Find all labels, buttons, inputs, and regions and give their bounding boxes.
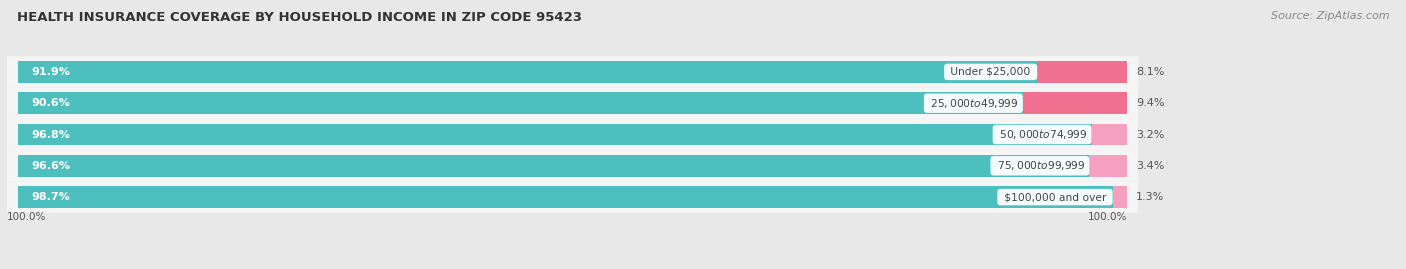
Bar xyxy=(18,155,1090,177)
Bar xyxy=(1112,186,1128,208)
Bar xyxy=(1038,61,1128,83)
Text: 91.9%: 91.9% xyxy=(31,67,70,77)
Bar xyxy=(1091,123,1128,146)
FancyBboxPatch shape xyxy=(7,150,1139,182)
Bar xyxy=(18,61,1038,83)
Text: 8.1%: 8.1% xyxy=(1136,67,1164,77)
Text: 96.6%: 96.6% xyxy=(31,161,70,171)
FancyBboxPatch shape xyxy=(7,87,1139,119)
Text: 98.7%: 98.7% xyxy=(31,192,70,202)
FancyBboxPatch shape xyxy=(7,182,1139,213)
Text: Source: ZipAtlas.com: Source: ZipAtlas.com xyxy=(1271,11,1389,21)
FancyBboxPatch shape xyxy=(7,56,1139,87)
Text: 100.0%: 100.0% xyxy=(7,213,46,222)
Text: HEALTH INSURANCE COVERAGE BY HOUSEHOLD INCOME IN ZIP CODE 95423: HEALTH INSURANCE COVERAGE BY HOUSEHOLD I… xyxy=(17,11,582,24)
Text: $100,000 and over: $100,000 and over xyxy=(1001,192,1109,202)
Text: Under $25,000: Under $25,000 xyxy=(948,67,1033,77)
Bar xyxy=(1024,92,1128,114)
Text: $25,000 to $49,999: $25,000 to $49,999 xyxy=(927,97,1019,110)
Bar xyxy=(18,92,1024,114)
Bar xyxy=(18,186,1112,208)
Text: 3.4%: 3.4% xyxy=(1136,161,1164,171)
Text: $50,000 to $74,999: $50,000 to $74,999 xyxy=(995,128,1088,141)
Text: 100.0%: 100.0% xyxy=(1088,213,1128,222)
Text: 90.6%: 90.6% xyxy=(31,98,70,108)
Text: 9.4%: 9.4% xyxy=(1136,98,1164,108)
Text: 3.2%: 3.2% xyxy=(1136,129,1164,140)
Bar xyxy=(1090,155,1128,177)
Text: 1.3%: 1.3% xyxy=(1136,192,1164,202)
Text: 96.8%: 96.8% xyxy=(31,129,70,140)
Bar xyxy=(18,123,1091,146)
FancyBboxPatch shape xyxy=(7,119,1139,150)
Text: $75,000 to $99,999: $75,000 to $99,999 xyxy=(994,159,1085,172)
